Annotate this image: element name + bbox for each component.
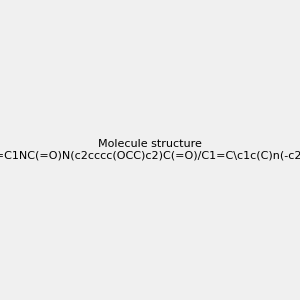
Text: Molecule structure
O=C1NC(=O)N(c2cccc(OCC)c2)C(=O)/C1=C\c1c(C)n(-c2cc: Molecule structure O=C1NC(=O)N(c2cccc(OC… — [0, 139, 300, 161]
